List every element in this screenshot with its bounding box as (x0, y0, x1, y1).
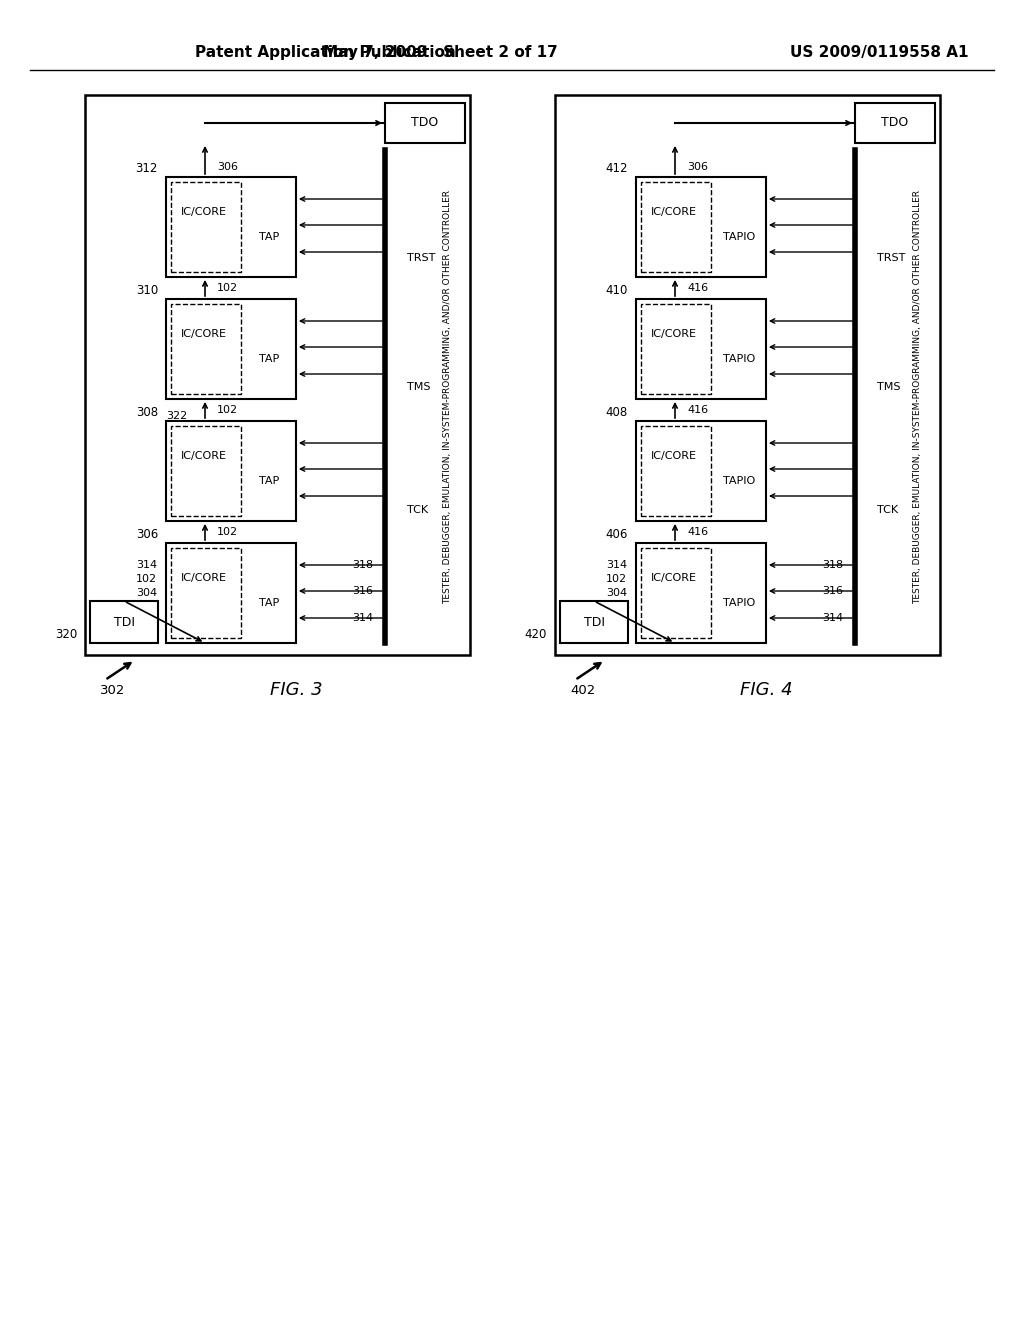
Bar (166, 421, 296, 521)
Text: TAPIO: TAPIO (723, 232, 755, 242)
Bar (90, 601, 158, 643)
Text: 302: 302 (100, 684, 125, 697)
Text: 310: 310 (136, 285, 158, 297)
Text: TDO: TDO (882, 116, 908, 129)
Text: TAPIO: TAPIO (723, 477, 755, 486)
Bar (171, 426, 242, 516)
Text: 102: 102 (217, 527, 239, 537)
Text: TAPIO: TAPIO (723, 354, 755, 364)
Text: 402: 402 (570, 684, 595, 697)
Bar (166, 543, 296, 643)
Text: 314: 314 (606, 560, 627, 570)
Text: 306: 306 (217, 162, 238, 172)
Text: 306: 306 (136, 528, 158, 541)
Text: IC/CORE: IC/CORE (650, 207, 696, 216)
Text: 316: 316 (352, 586, 373, 597)
Bar (171, 304, 242, 393)
Text: TAP: TAP (259, 598, 279, 609)
Bar (555, 95, 940, 655)
Text: TESTER, DEBUGGER, EMULATION, IN-SYSTEM-PROGRAMMING, AND/OR OTHER CONTROLLER: TESTER, DEBUGGER, EMULATION, IN-SYSTEM-P… (913, 190, 923, 603)
Text: 318: 318 (822, 560, 843, 570)
Text: May 7, 2009   Sheet 2 of 17: May 7, 2009 Sheet 2 of 17 (323, 45, 557, 59)
Text: FIG. 3: FIG. 3 (270, 681, 323, 700)
Text: IC/CORE: IC/CORE (650, 451, 696, 461)
Text: 322: 322 (166, 411, 187, 421)
Bar (641, 548, 712, 638)
Text: 408: 408 (606, 407, 628, 420)
Text: 102: 102 (217, 405, 239, 414)
Bar (171, 548, 242, 638)
Text: IC/CORE: IC/CORE (180, 573, 226, 583)
Text: IC/CORE: IC/CORE (650, 573, 696, 583)
Bar (641, 304, 712, 393)
Text: TRST: TRST (407, 253, 435, 264)
Text: 410: 410 (605, 285, 628, 297)
Bar (636, 300, 766, 399)
Text: 308: 308 (136, 407, 158, 420)
Bar (166, 300, 296, 399)
Bar (166, 177, 296, 277)
Text: IC/CORE: IC/CORE (180, 451, 226, 461)
Text: TDI: TDI (584, 615, 604, 628)
Text: IC/CORE: IC/CORE (180, 329, 226, 339)
Text: TESTER, DEBUGGER, EMULATION, IN-SYSTEM-PROGRAMMING, AND/OR OTHER CONTROLLER: TESTER, DEBUGGER, EMULATION, IN-SYSTEM-P… (443, 190, 453, 603)
Text: 314: 314 (822, 612, 843, 623)
Text: 102: 102 (217, 282, 239, 293)
Bar (636, 543, 766, 643)
Text: TAPIO: TAPIO (723, 598, 755, 609)
Bar (385, 103, 465, 143)
Text: IC/CORE: IC/CORE (650, 329, 696, 339)
Text: TAP: TAP (259, 354, 279, 364)
Text: TAP: TAP (259, 477, 279, 486)
Bar (636, 421, 766, 521)
Text: IC/CORE: IC/CORE (180, 207, 226, 216)
Bar (641, 426, 712, 516)
Text: 304: 304 (136, 587, 157, 598)
Text: 306: 306 (687, 162, 708, 172)
Text: 420: 420 (524, 628, 547, 642)
Text: 318: 318 (352, 560, 373, 570)
Text: TRST: TRST (877, 253, 905, 264)
Bar (85, 95, 470, 655)
Text: Patent Application Publication: Patent Application Publication (195, 45, 456, 59)
Text: FIG. 4: FIG. 4 (740, 681, 793, 700)
Bar (560, 601, 628, 643)
Text: 312: 312 (135, 162, 158, 176)
Text: 102: 102 (136, 574, 157, 583)
Text: 314: 314 (352, 612, 373, 623)
Text: 406: 406 (605, 528, 628, 541)
Text: 416: 416 (687, 527, 709, 537)
Text: TAP: TAP (259, 232, 279, 242)
Text: 416: 416 (687, 282, 709, 293)
Bar (636, 177, 766, 277)
Text: 416: 416 (687, 405, 709, 414)
Text: TMS: TMS (407, 381, 430, 392)
Text: TDI: TDI (114, 615, 134, 628)
Text: TCK: TCK (407, 504, 428, 515)
Text: TCK: TCK (877, 504, 898, 515)
Bar (855, 103, 935, 143)
Text: TDO: TDO (412, 116, 438, 129)
Text: 102: 102 (606, 574, 627, 583)
Text: 314: 314 (136, 560, 157, 570)
Text: TMS: TMS (877, 381, 900, 392)
Text: 412: 412 (605, 162, 628, 176)
Text: 316: 316 (822, 586, 843, 597)
Text: US 2009/0119558 A1: US 2009/0119558 A1 (790, 45, 969, 59)
Bar (641, 182, 712, 272)
Text: 320: 320 (54, 628, 77, 642)
Text: 304: 304 (606, 587, 627, 598)
Bar (171, 182, 242, 272)
